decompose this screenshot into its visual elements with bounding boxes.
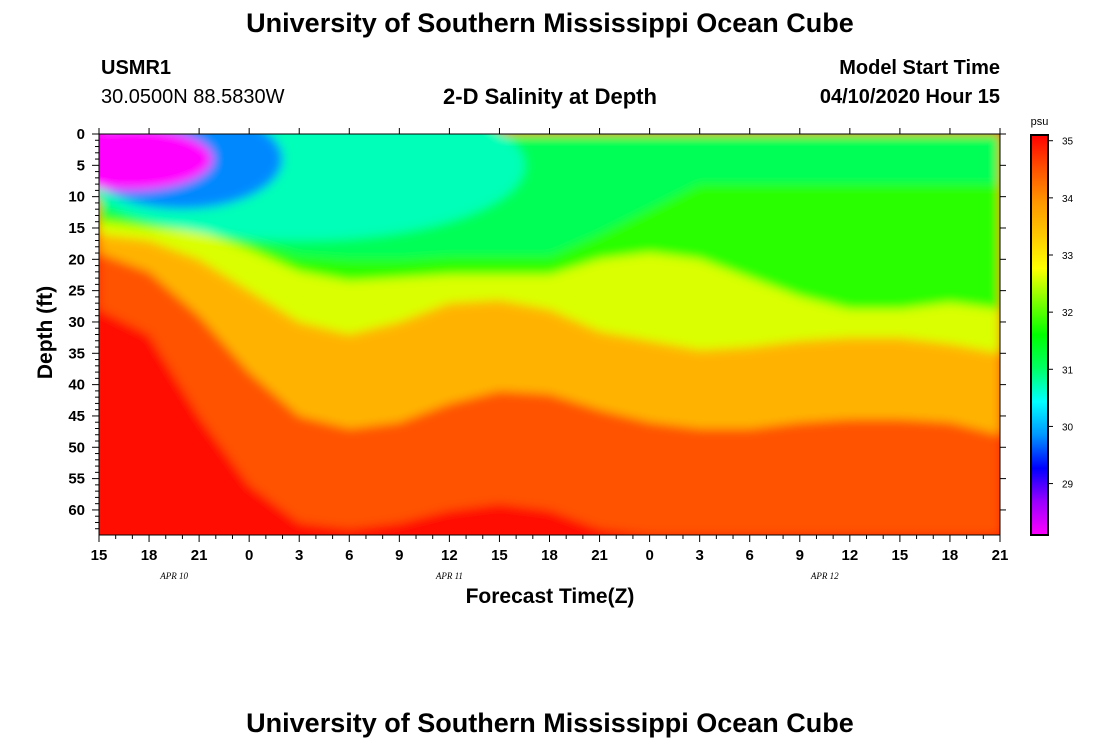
model-start-time: 04/10/2020 Hour 15 — [819, 86, 1000, 108]
station-id: USMR1 — [101, 57, 172, 79]
y-axis-label: Depth (ft) — [34, 286, 57, 379]
colorbar-tick-label: 31 — [1062, 365, 1074, 376]
colorbar-tick-label: 35 — [1062, 137, 1074, 148]
station-coords: 30.0500N 88.5830W — [101, 86, 285, 108]
colorbar-tick-label: 34 — [1062, 194, 1074, 205]
y-tick-label: 20 — [68, 251, 85, 268]
model-start-label: Model Start Time — [839, 57, 1000, 79]
x-tick-label: 9 — [796, 547, 804, 564]
x-tick-label: 12 — [841, 547, 858, 564]
y-tick-label: 15 — [68, 220, 85, 237]
x-axis-label: Forecast Time(Z) — [465, 585, 635, 608]
x-tick-label: 3 — [295, 547, 303, 564]
x-tick-label: 0 — [245, 547, 253, 564]
colorbar-tick-label: 33 — [1062, 251, 1074, 262]
x-tick-label: 18 — [541, 547, 558, 564]
x-tick-label: 9 — [395, 547, 403, 564]
colorbar-tick-label: 30 — [1062, 422, 1074, 433]
x-tick-label: 3 — [695, 547, 703, 564]
y-tick-label: 35 — [68, 345, 85, 362]
bottom-title: University of Southern Mississippi Ocean… — [246, 708, 854, 738]
y-tick-label: 50 — [68, 439, 85, 456]
x-tick-label: 21 — [591, 547, 608, 564]
x-tick-label: 6 — [746, 547, 754, 564]
x-tick-label: 0 — [645, 547, 653, 564]
x-tick-label: 15 — [91, 547, 108, 564]
x-tick-label: 18 — [141, 547, 158, 564]
colorbar-unit: psu — [1031, 116, 1049, 128]
y-tick-label: 0 — [77, 126, 85, 143]
y-tick-label: 55 — [68, 471, 85, 488]
y-tick-label: 60 — [68, 502, 85, 519]
x-tick-label: 21 — [191, 547, 208, 564]
colorbar-tick-label: 32 — [1062, 308, 1074, 319]
y-tick-label: 40 — [68, 377, 85, 394]
date-label: APR 12 — [810, 571, 839, 581]
date-label: APR 11 — [435, 571, 463, 581]
colorbar-tick-label: 29 — [1062, 480, 1074, 491]
x-tick-label: 12 — [441, 547, 458, 564]
x-tick-label: 21 — [992, 547, 1009, 564]
date-label: APR 10 — [159, 571, 188, 581]
y-tick-label: 25 — [68, 283, 85, 300]
x-tick-label: 15 — [892, 547, 909, 564]
x-tick-label: 15 — [491, 547, 508, 564]
top-title: University of Southern Mississippi Ocean… — [246, 8, 854, 38]
colorbar — [1030, 134, 1049, 536]
x-tick-label: 18 — [942, 547, 959, 564]
y-tick-label: 30 — [68, 314, 85, 331]
fresh-minimum — [99, 134, 213, 191]
y-tick-label: 45 — [68, 408, 85, 425]
chart-title: 2-D Salinity at Depth — [443, 84, 657, 109]
y-tick-label: 10 — [68, 189, 85, 206]
heatmap-bands — [99, 134, 1000, 535]
x-tick-label: 6 — [345, 547, 353, 564]
y-tick-label: 5 — [77, 157, 85, 174]
